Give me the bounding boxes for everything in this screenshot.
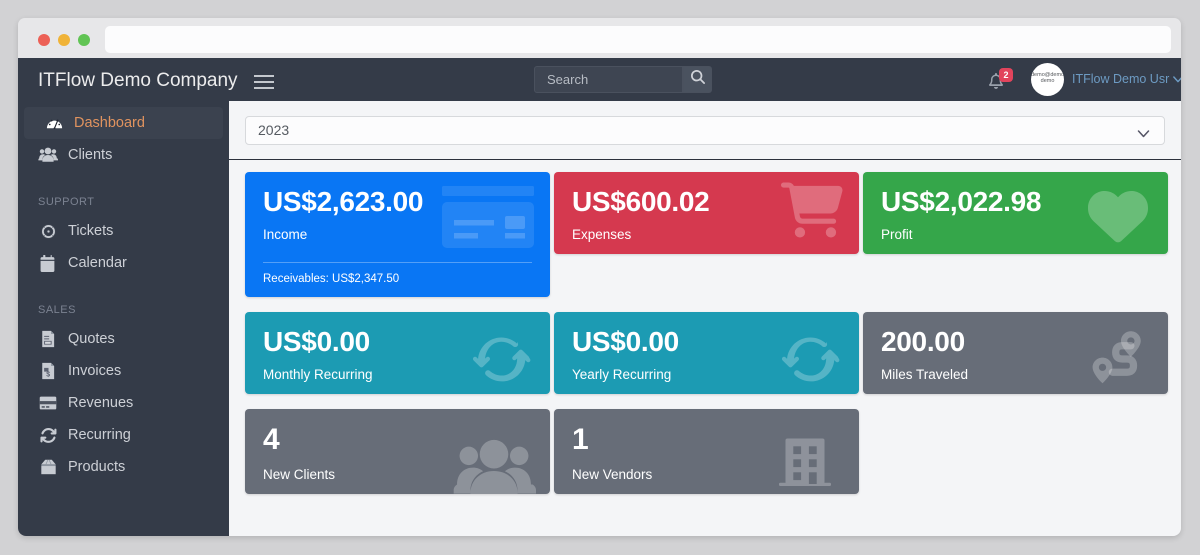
svg-text:$: $ xyxy=(46,372,50,379)
